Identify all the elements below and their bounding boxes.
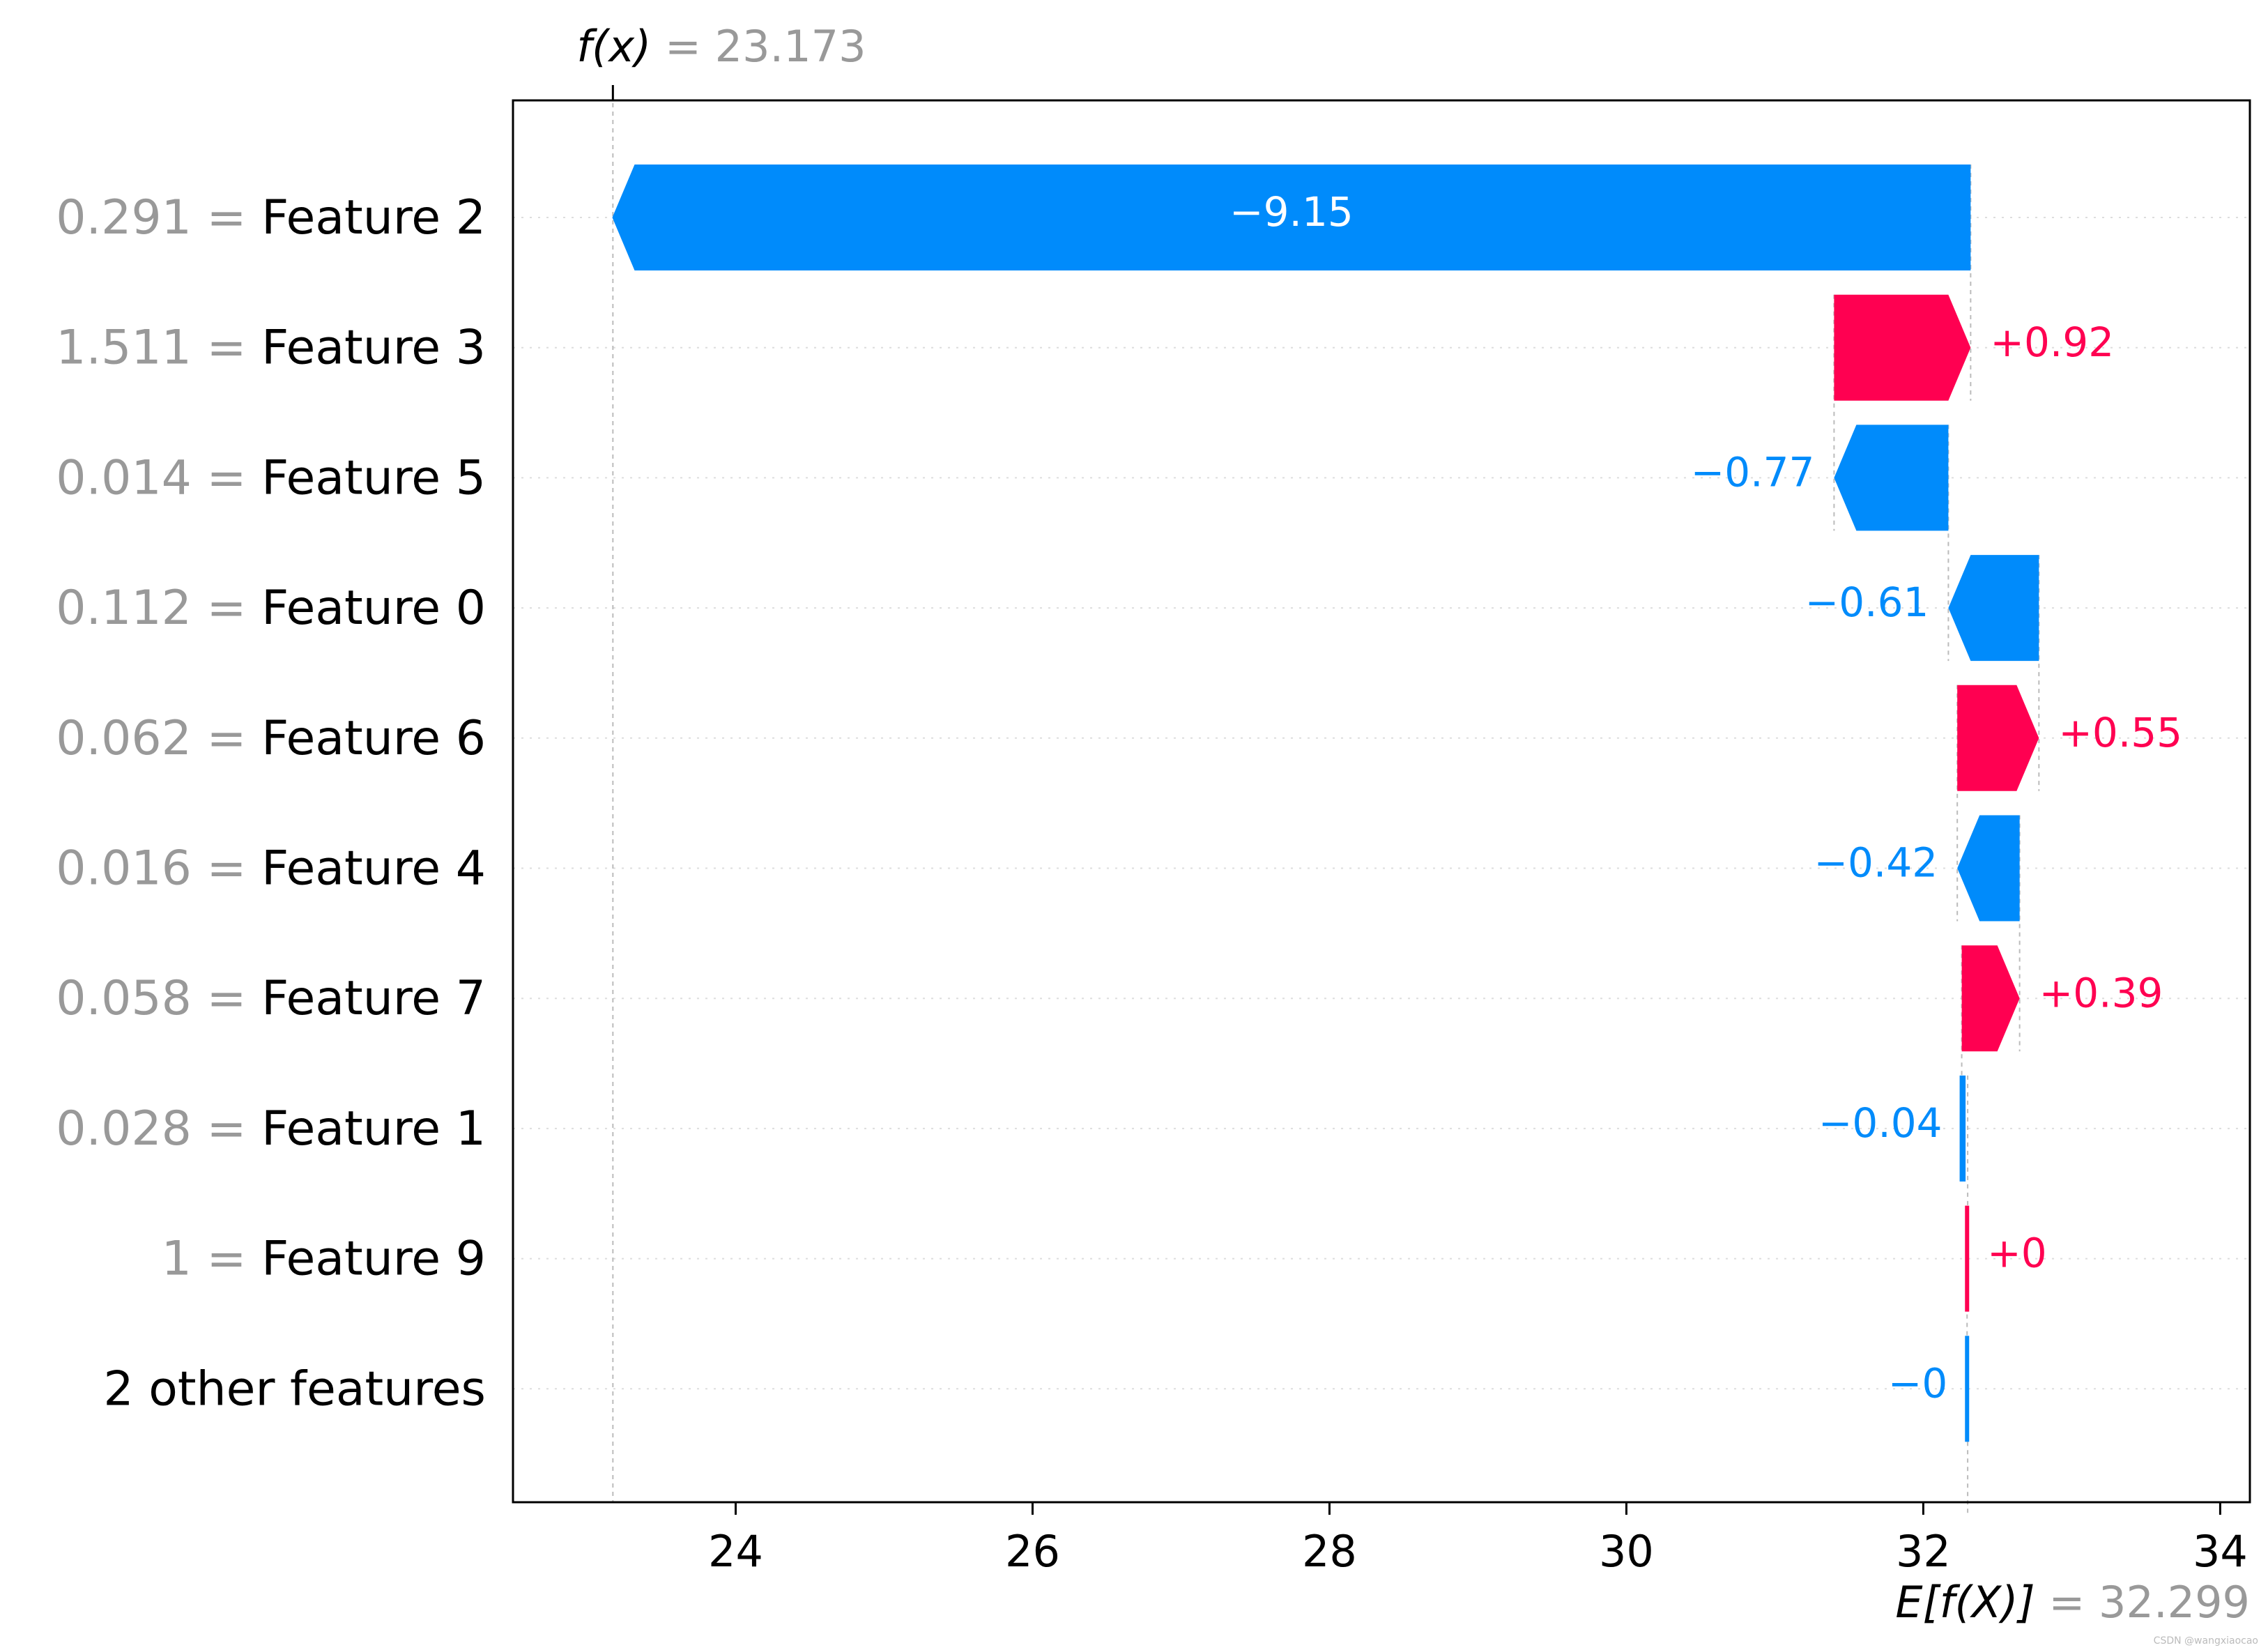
bar-feature-2	[612, 165, 1971, 270]
feature-value: 1.511	[56, 320, 192, 375]
bar-feature-5	[1834, 425, 1949, 531]
feature-label: 1 = Feature 9	[162, 1231, 486, 1286]
row-gridlines	[513, 217, 2250, 1390]
feature-equals: =	[192, 971, 261, 1026]
bar-label: −0.04	[1818, 1099, 1943, 1147]
feature-name: Feature 1	[261, 1101, 486, 1156]
x-tick-label: 30	[1599, 1526, 1654, 1577]
bar-label: −0.42	[1814, 839, 1938, 887]
feature-label: 0.062 = Feature 6	[56, 710, 486, 765]
x-tick-label: 32	[1896, 1526, 1951, 1577]
feature-value: 0.014	[56, 450, 192, 505]
feature-label: 0.058 = Feature 7	[56, 971, 486, 1026]
feature-label: 2 other features	[103, 1361, 486, 1416]
base-label: E[f(X)]	[1895, 1577, 2035, 1628]
bar-feature-3	[1834, 294, 1971, 401]
bar-feature-1	[1959, 1075, 1966, 1182]
feature-equals: =	[192, 190, 261, 245]
bar-feature-9	[1965, 1205, 1970, 1312]
x-tick-label: 26	[1005, 1526, 1060, 1577]
feature-equals: =	[192, 1101, 261, 1156]
feature-equals: =	[192, 450, 261, 505]
feature-name: Feature 3	[261, 320, 486, 375]
feature-value: 0.028	[56, 1101, 192, 1156]
x-axis: 24 26 28 30 32 34	[708, 1502, 2248, 1577]
feature-label: 1.511 = Feature 3	[56, 320, 486, 375]
y-axis-labels: 0.291 = Feature 2 1.511 = Feature 3 0.014 …	[56, 190, 486, 1416]
source-credit: CSDN @wangxiaocao	[2154, 1635, 2258, 1647]
output-value-header: f(x) = 23.173	[576, 21, 866, 72]
bar-label: +0.55	[2058, 709, 2182, 756]
x-tick-label: 24	[708, 1526, 763, 1577]
output-value: 23.173	[715, 21, 866, 72]
bar-label: −0.77	[1691, 449, 1815, 496]
feature-label: 0.112 = Feature 0	[56, 581, 486, 636]
output-equals: =	[665, 21, 715, 72]
base-value-header: E[f(X)] = 32.299	[1895, 1577, 2250, 1628]
bar-labels-layer: −9.15 +0.92 −0.77 −0.61 +0.55 −0.42 +0.39 −0.04…	[1229, 188, 2182, 1407]
feature-name: Feature 2	[261, 190, 486, 245]
plot-frame	[512, 99, 2251, 1504]
feature-name: Feature 0	[261, 581, 486, 636]
bar-2-other-features	[1965, 1336, 1970, 1442]
bar-label: +0.92	[1990, 319, 2114, 366]
feature-value: 1	[162, 1231, 192, 1286]
bar-label: −0.61	[1805, 579, 1929, 626]
feature-label: 0.291 = Feature 2	[56, 190, 486, 245]
feature-equals: =	[192, 581, 261, 636]
x-tick-label: 34	[2193, 1526, 2248, 1577]
bars-layer	[612, 165, 2039, 1442]
bar-feature-4	[1957, 815, 2020, 922]
feature-name: Feature 9	[261, 1231, 486, 1286]
feature-label: 0.028 = Feature 1	[56, 1101, 486, 1156]
feature-value: 0.058	[56, 971, 192, 1026]
feature-name: Feature 6	[261, 710, 486, 765]
feature-name: 2 other features	[103, 1361, 486, 1416]
bar-label: −0	[1888, 1359, 1948, 1407]
feature-label: 0.016 = Feature 4	[56, 841, 486, 896]
feature-value: 0.291	[56, 190, 192, 245]
bar-label: −9.15	[1229, 188, 1354, 236]
reference-lines	[611, 85, 1969, 1516]
bar-feature-0	[1948, 555, 2039, 662]
feature-equals: =	[192, 841, 261, 896]
feature-name: Feature 7	[261, 971, 486, 1026]
base-value: 32.299	[2099, 1577, 2250, 1628]
output-label: f(x)	[576, 21, 651, 72]
feature-name: Feature 5	[261, 450, 486, 505]
feature-value: 0.062	[56, 710, 192, 765]
feature-equals: =	[192, 1231, 261, 1286]
bar-feature-6	[1957, 685, 2039, 791]
bar-label: +0.39	[2039, 969, 2163, 1016]
feature-label: 0.014 = Feature 5	[56, 450, 486, 505]
feature-equals: =	[192, 320, 261, 375]
bar-label: +0	[1987, 1230, 2047, 1277]
feature-equals: =	[192, 710, 261, 765]
feature-name: Feature 4	[261, 841, 486, 896]
x-tick-label: 28	[1302, 1526, 1357, 1577]
bar-feature-7	[1961, 945, 2020, 1052]
feature-value: 0.016	[56, 841, 192, 896]
feature-value: 0.112	[56, 581, 192, 636]
bar-connectors	[1833, 165, 2040, 1442]
base-equals: =	[2048, 1577, 2099, 1628]
